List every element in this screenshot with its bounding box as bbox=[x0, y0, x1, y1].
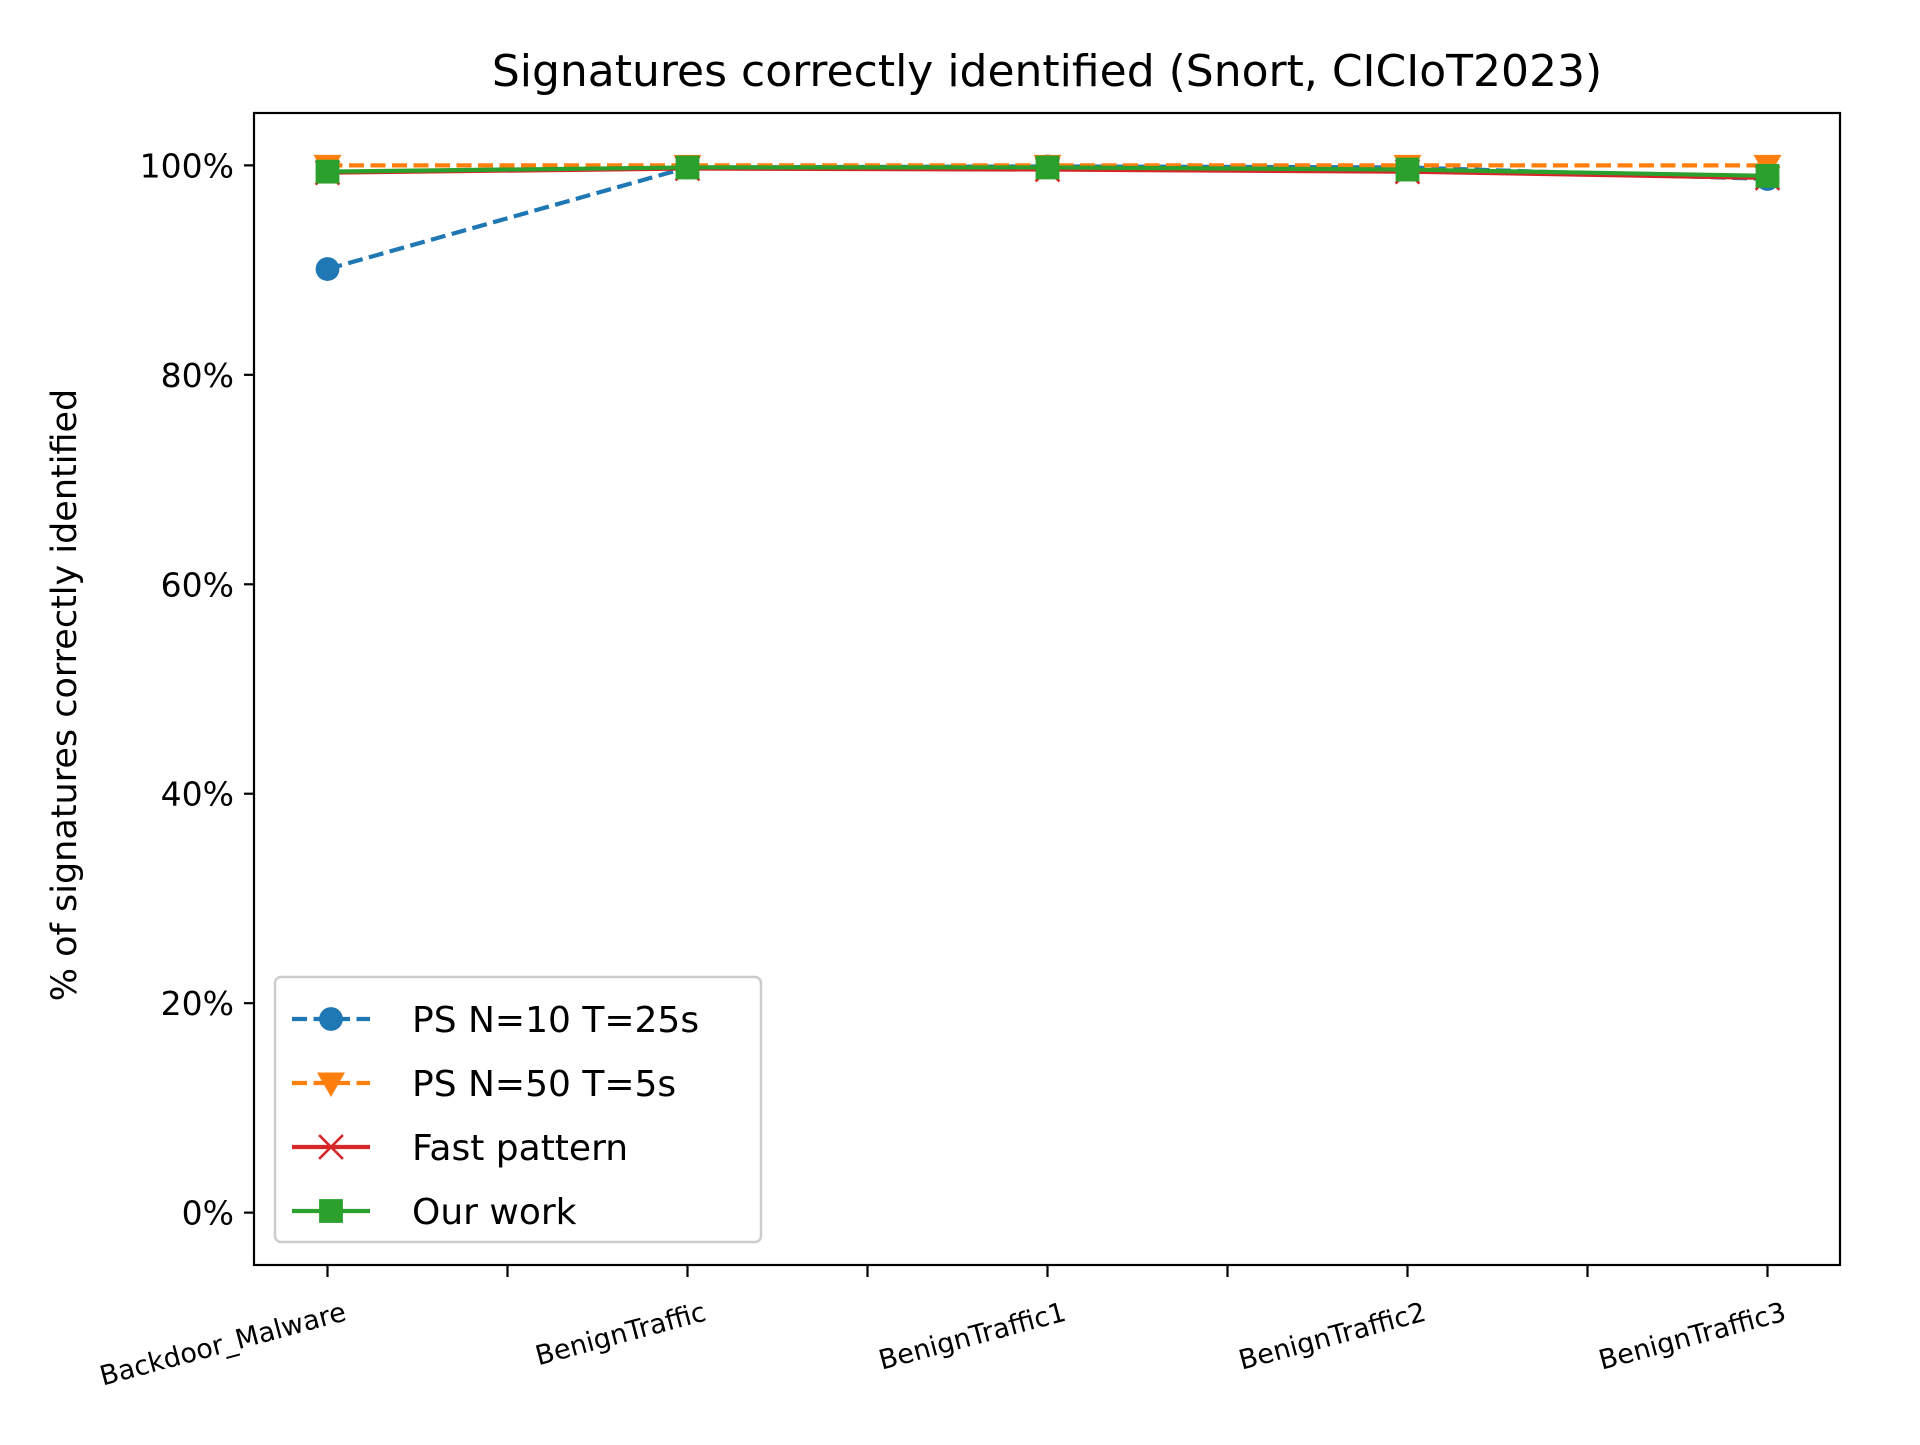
legend-label: Fast pattern bbox=[412, 1128, 628, 1169]
y-tick-label: 60% bbox=[161, 565, 234, 604]
chart-title: Signatures correctly identified (Snort, … bbox=[492, 46, 1602, 97]
data-point bbox=[675, 155, 700, 180]
y-tick-label: 0% bbox=[182, 1194, 234, 1233]
data-point bbox=[1755, 163, 1780, 188]
plot-area-frame bbox=[252, 111, 1842, 1267]
data-point bbox=[318, 1134, 344, 1160]
data-point bbox=[319, 1199, 343, 1223]
legend-box bbox=[273, 975, 763, 1244]
y-tick-label: 80% bbox=[161, 356, 234, 395]
y-tick-label: 40% bbox=[161, 775, 234, 814]
y-tick-label: 20% bbox=[161, 984, 234, 1023]
y-ticks: 0% 20% 40% 60% 80% 100% bbox=[140, 146, 254, 1233]
legend-label: PS N=10 T=25s bbox=[412, 1000, 699, 1041]
legend-label: Our work bbox=[412, 1192, 577, 1233]
y-axis-label: % of signatures correctly identified bbox=[45, 389, 85, 1001]
data-point bbox=[317, 1072, 345, 1097]
y-tick-label: 100% bbox=[140, 146, 234, 185]
data-point bbox=[1395, 157, 1420, 182]
legend: PS N=10 T=25s PS N=50 T=5s Fast pattern Our… bbox=[273, 975, 763, 1244]
data-point bbox=[315, 159, 340, 184]
legend-label: PS N=50 T=5s bbox=[412, 1064, 676, 1105]
data-point bbox=[315, 257, 340, 281]
series-layer bbox=[313, 154, 1782, 281]
data-point bbox=[1035, 155, 1060, 180]
series-3 bbox=[315, 155, 1780, 188]
data-point bbox=[319, 1007, 343, 1031]
